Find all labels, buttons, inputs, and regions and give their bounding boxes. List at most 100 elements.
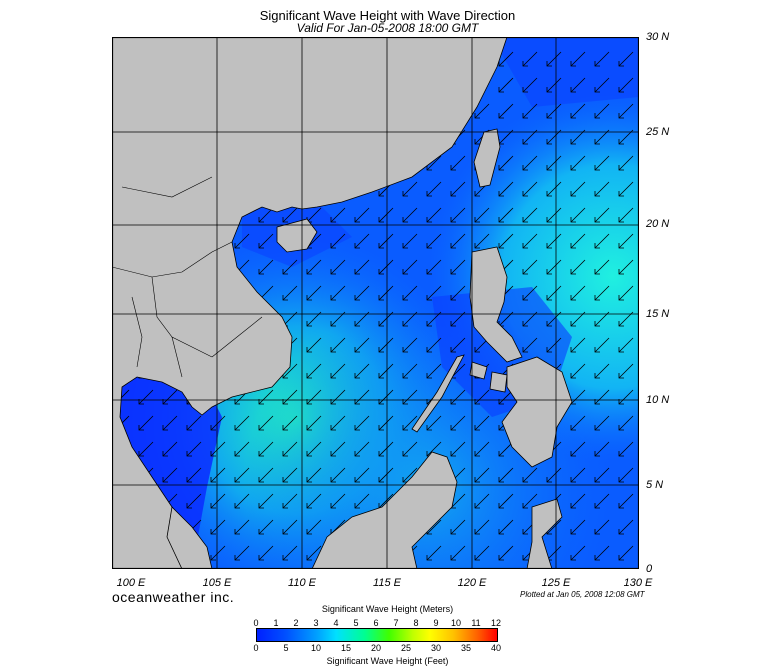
wave-arrow: [258, 207, 274, 223]
wave-arrow: [234, 493, 250, 509]
wave-arrow: [474, 519, 490, 535]
wave-arrow: [618, 155, 634, 171]
colorbar-tick-meters: 4: [333, 618, 339, 628]
wave-arrow: [426, 181, 442, 197]
wave-arrow: [234, 415, 250, 431]
wave-arrow: [378, 207, 394, 223]
wave-arrow: [522, 77, 538, 93]
wave-arrow: [546, 233, 562, 249]
wave-arrow: [570, 181, 586, 197]
wave-arrow: [162, 441, 178, 457]
wave-arrow: [330, 337, 346, 353]
wave-arrow: [330, 389, 346, 405]
wave-arrow: [330, 207, 346, 223]
land-mainland-asia: [112, 37, 508, 569]
wave-arrow: [426, 155, 442, 171]
wave-arrow: [354, 233, 370, 249]
colorbar-tick-feet: 35: [460, 643, 472, 653]
wave-arrow: [570, 519, 586, 535]
wave-arrow: [570, 363, 586, 379]
wave-arrow: [210, 441, 226, 457]
wave-arrow: [570, 467, 586, 483]
wave-arrow: [594, 389, 610, 405]
brand-logo-text: oceanweather inc.: [112, 589, 235, 605]
wave-arrow: [474, 389, 490, 405]
wave-arrow: [594, 337, 610, 353]
wave-arrow: [522, 467, 538, 483]
lon-label-100e: 100 E: [116, 577, 146, 589]
land-mindanao: [501, 356, 573, 468]
wave-arrow: [306, 545, 322, 561]
wave-arrow: [498, 467, 514, 483]
wave-arrow: [498, 51, 514, 67]
wave-arrow: [618, 337, 634, 353]
wave-arrow: [474, 441, 490, 457]
wave-arrow: [282, 467, 298, 483]
wave-arrow: [618, 441, 634, 457]
wave-arrow: [234, 441, 250, 457]
wave-arrow: [354, 415, 370, 431]
wave-arrow: [546, 207, 562, 223]
wave-arrow: [498, 155, 514, 171]
wave-arrow: [402, 259, 418, 275]
wave-arrow: [258, 233, 274, 249]
wave-arrow: [498, 545, 514, 561]
wave-arrow: [282, 545, 298, 561]
wave-arrow: [282, 415, 298, 431]
wave-arrow: [306, 337, 322, 353]
wave-arrow: [354, 337, 370, 353]
wave-arrow: [402, 207, 418, 223]
wave-arrow: [570, 285, 586, 301]
wave-arrow: [594, 181, 610, 197]
wave-arrow: [546, 155, 562, 171]
lon-label-120e: 120 E: [457, 577, 487, 589]
wave-arrow: [522, 259, 538, 275]
wave-arrow: [450, 233, 466, 249]
wave-arrow: [498, 207, 514, 223]
wave-arrow: [594, 259, 610, 275]
wave-arrow: [258, 259, 274, 275]
wave-arrow: [618, 233, 634, 249]
wave-arrow: [570, 415, 586, 431]
wave-arrow: [570, 493, 586, 509]
wave-arrow: [354, 363, 370, 379]
wave-arrow: [258, 493, 274, 509]
wave-arrow: [570, 155, 586, 171]
lat-lon-grid: [112, 37, 639, 569]
wave-arrow: [594, 77, 610, 93]
wave-arrow: [354, 389, 370, 405]
wave-arrow: [378, 415, 394, 431]
wave-arrow: [234, 545, 250, 561]
wave-arrow: [354, 285, 370, 301]
wave-arrow: [138, 389, 154, 405]
colorbar-tick-meters: 10: [450, 618, 462, 628]
wave-arrow: [498, 233, 514, 249]
lon-label-125e: 125 E: [541, 577, 571, 589]
wave-arrow: [570, 51, 586, 67]
colorbar-tick-meters: 12: [490, 618, 502, 628]
map-title: Significant Wave Height with Wave Direct…: [259, 8, 516, 23]
wave-arrow: [282, 389, 298, 405]
wave-arrow: [522, 51, 538, 67]
wave-arrow: [402, 441, 418, 457]
lat-label-0: 0: [646, 563, 653, 575]
wave-arrow: [426, 363, 442, 379]
land-borneo: [311, 451, 458, 569]
wave-arrow: [258, 415, 274, 431]
lat-label-10n: 10 N: [646, 394, 670, 406]
wave-arrow: [306, 519, 322, 535]
wave-arrow: [498, 77, 514, 93]
map-subtitle: Valid For Jan-05-2008 18:00 GMT: [296, 21, 479, 35]
plotted-timestamp: Plotted at Jan 05, 2008 12:08 GMT: [520, 590, 645, 599]
wave-arrow: [402, 337, 418, 353]
wave-arrow: [282, 285, 298, 301]
colorbar-tick-feet: 5: [283, 643, 289, 653]
wave-arrow: [498, 519, 514, 535]
wave-arrow: [138, 415, 154, 431]
wave-arrow: [474, 467, 490, 483]
wave-arrow: [306, 363, 322, 379]
colorbar-title-feet: Significant Wave Height (Feet): [326, 656, 449, 666]
wave-arrow: [450, 259, 466, 275]
colorbar-tick-meters: 5: [353, 618, 359, 628]
wave-arrow: [162, 415, 178, 431]
